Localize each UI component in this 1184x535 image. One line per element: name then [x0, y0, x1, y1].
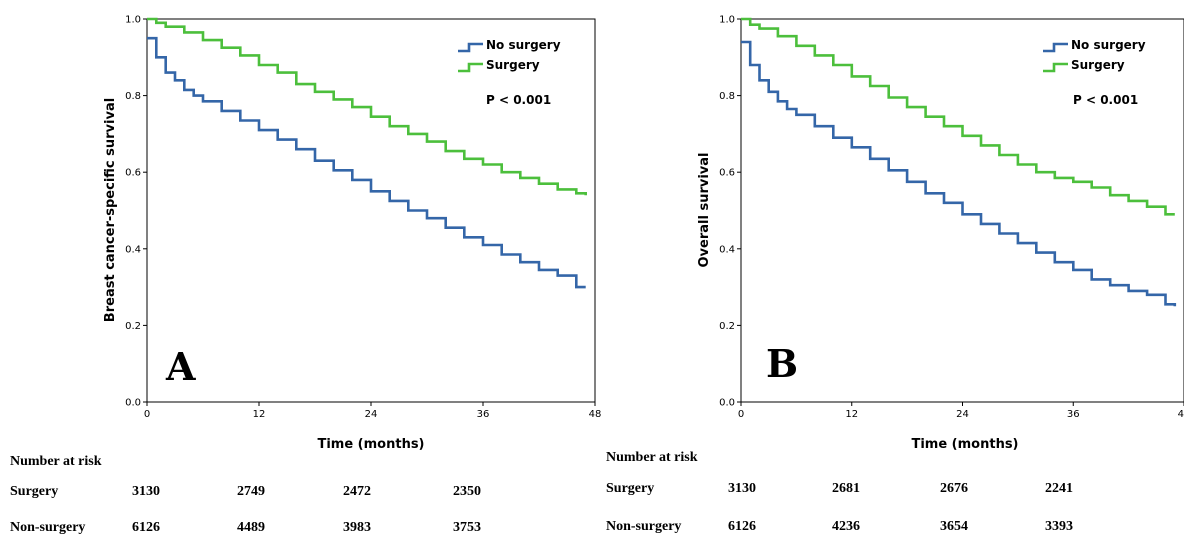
y-tick-label: 0.4 — [125, 244, 141, 255]
x-tick-label: 36 — [1067, 409, 1080, 420]
x-tick-label: 0 — [144, 409, 150, 420]
x-tick-label: 48 — [1178, 409, 1184, 420]
risk-count: 4236 — [832, 519, 860, 534]
legend-label-surgery: Surgery — [1071, 58, 1125, 72]
y-ticks: 0.0 0.2 0.4 0.6 0.8 1.0 — [719, 15, 741, 409]
x-axis-title: Time (months) — [317, 437, 424, 452]
x-tick-label: 36 — [477, 409, 490, 420]
legend-label-no-surgery: No surgery — [486, 38, 561, 52]
y-tick-label: 0.8 — [125, 91, 141, 102]
risk-count: 4489 — [237, 520, 265, 535]
legend-swatch-no-surgery — [458, 42, 483, 53]
risk-count: 2241 — [1045, 481, 1073, 496]
y-tick-label: 0.0 — [719, 398, 735, 409]
risk-count: 2472 — [343, 484, 371, 499]
surgery-curve — [147, 17, 587, 196]
panel-b: 0.0 0.2 0.4 0.6 0.8 1.0 0 12 24 36 48 Overall sur… — [606, 15, 1184, 534]
legend-label-no-surgery: No surgery — [1071, 38, 1146, 52]
y-axis-title: Overall survival — [697, 152, 712, 267]
legend-swatch-surgery — [458, 62, 483, 73]
survival-curves — [147, 17, 587, 289]
panel-letter: B — [766, 341, 798, 386]
risk-count: 2676 — [940, 481, 968, 496]
panel-letter: A — [165, 344, 196, 389]
y-tick-label: 0.2 — [719, 321, 735, 332]
risk-row-label: Non-surgery — [10, 520, 85, 535]
no-surgery-curve — [741, 40, 1177, 307]
number-at-risk-table: Number at risk Surgery 3130 2749 2472 2350 Non… — [10, 454, 481, 535]
y-tick-label: 1.0 — [125, 15, 141, 26]
x-ticks: 0 12 24 36 48 — [144, 402, 602, 420]
legend: No surgery Surgery — [1043, 38, 1146, 73]
risk-count: 6126 — [132, 520, 160, 535]
legend-swatch-no-surgery — [1043, 42, 1068, 53]
p-value: P < 0.001 — [1073, 93, 1138, 107]
risk-count: 3753 — [453, 520, 481, 535]
no-surgery-curve — [147, 36, 586, 289]
y-axis-title: Breast cancer-specific survival — [103, 98, 118, 322]
panel-a: 0.0 0.2 0.4 0.6 0.8 1.0 0 12 24 36 48 Breast canc… — [10, 15, 601, 535]
risk-row-label: Surgery — [606, 481, 654, 496]
x-tick-label: 48 — [589, 409, 602, 420]
legend-swatch-surgery — [1043, 62, 1068, 73]
risk-count: 3654 — [940, 519, 968, 534]
risk-count: 3130 — [728, 481, 756, 496]
legend: No surgery Surgery — [458, 38, 561, 73]
risk-count: 6126 — [728, 519, 756, 534]
p-value: P < 0.001 — [486, 93, 551, 107]
x-axis-title: Time (months) — [911, 437, 1018, 452]
risk-row-label: Surgery — [10, 484, 58, 499]
y-tick-label: 0.6 — [125, 168, 141, 179]
y-tick-label: 0.0 — [125, 398, 141, 409]
y-ticks: 0.0 0.2 0.4 0.6 0.8 1.0 — [125, 15, 147, 409]
x-ticks: 0 12 24 36 48 — [738, 402, 1184, 420]
x-tick-label: 12 — [253, 409, 266, 420]
risk-count: 2681 — [832, 481, 860, 496]
x-tick-label: 12 — [845, 409, 858, 420]
x-tick-label: 24 — [956, 409, 969, 420]
risk-count: 3393 — [1045, 519, 1073, 534]
risk-count: 2350 — [453, 484, 481, 499]
surgery-curve — [741, 17, 1175, 216]
x-tick-label: 24 — [365, 409, 378, 420]
number-at-risk-table: Number at risk Surgery 3130 2681 2676 2241 Non… — [606, 450, 1073, 534]
y-tick-label: 1.0 — [719, 15, 735, 26]
y-tick-label: 0.6 — [719, 168, 735, 179]
x-tick-label: 0 — [738, 409, 744, 420]
legend-label-surgery: Surgery — [486, 58, 540, 72]
y-tick-label: 0.4 — [719, 244, 735, 255]
survival-curves — [741, 17, 1177, 307]
risk-count: 3983 — [343, 520, 371, 535]
y-tick-label: 0.2 — [125, 321, 141, 332]
number-at-risk-title: Number at risk — [10, 454, 102, 469]
number-at-risk-title: Number at risk — [606, 450, 698, 465]
risk-row-label: Non-surgery — [606, 519, 681, 534]
risk-count: 2749 — [237, 484, 265, 499]
risk-count: 3130 — [132, 484, 160, 499]
y-tick-label: 0.8 — [719, 91, 735, 102]
plot-frame — [146, 18, 596, 403]
